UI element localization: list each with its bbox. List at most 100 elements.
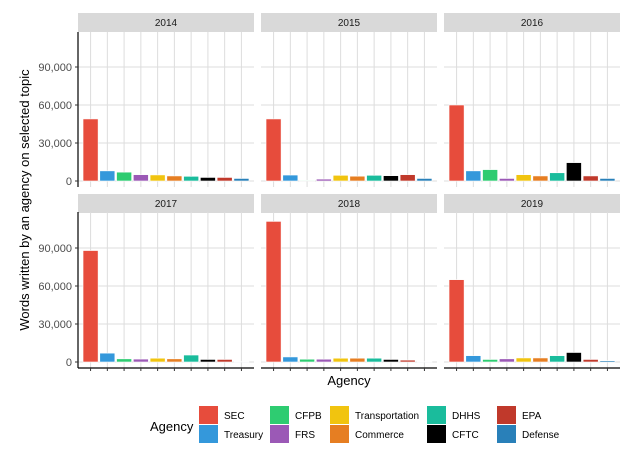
- facet-strip: [78, 194, 254, 213]
- facet-strip-label: 2014: [155, 18, 178, 29]
- y-tick-label: 0: [66, 357, 72, 369]
- bar-cfpb-2016: [482, 169, 498, 182]
- bar-epa-2017: [216, 359, 233, 363]
- facet-strip-label: 2019: [521, 199, 544, 210]
- bar-dhhs-2017: [183, 354, 199, 363]
- bar-epa-2019: [582, 359, 599, 363]
- bar-commerce-2017: [166, 358, 183, 363]
- y-tick-label: 0: [66, 176, 72, 188]
- bar-transportation-2017: [149, 357, 166, 363]
- bar-sec-2014: [82, 118, 99, 182]
- facet-strip-label: 2017: [155, 199, 178, 210]
- facet-strip: [78, 13, 254, 32]
- legend-key-sec: [199, 406, 218, 424]
- legend-key-defense: [497, 425, 516, 443]
- bar-dhhs-2015: [366, 175, 382, 182]
- bar-cftc-2018: [383, 359, 399, 363]
- bar-sec-2015: [265, 118, 282, 182]
- legend-key-treasury: [199, 425, 218, 443]
- bar-commerce-2015: [349, 175, 366, 182]
- bar-sec-2017: [82, 250, 99, 363]
- bar-cfpb-2018: [299, 358, 315, 363]
- bar-defense-2019: [599, 360, 616, 363]
- bar-defense-2018: [416, 361, 433, 363]
- legend-key-commerce: [330, 425, 349, 443]
- legend-key-frs: [270, 425, 289, 443]
- bar-transportation-2018: [332, 357, 349, 363]
- panel-2014: 2014: [77, 13, 254, 187]
- legend-label-treasury: Treasury: [224, 430, 263, 441]
- bar-frs-2014: [133, 174, 149, 182]
- legend-label-cfpb: CFPB: [295, 411, 322, 422]
- bar-treasury-2016: [465, 170, 482, 182]
- bar-epa-2016: [582, 175, 599, 182]
- legend-label-sec: SEC: [224, 411, 245, 422]
- panel-2019: 2019: [444, 194, 620, 371]
- legend-label-epa: EPA: [522, 411, 542, 422]
- bar-cftc-2014: [200, 177, 216, 182]
- bar-cftc-2015: [383, 175, 399, 182]
- y-tick-label: 60,000: [38, 100, 72, 112]
- bar-epa-2018: [399, 359, 416, 363]
- bar-transportation-2016: [515, 174, 532, 182]
- legend-key-cfpb: [270, 406, 289, 424]
- bar-treasury-2018: [282, 356, 299, 363]
- bar-epa-2014: [216, 177, 233, 182]
- legend-label-frs: FRS: [295, 430, 315, 441]
- facet-strip-label: 2018: [338, 199, 361, 210]
- bar-sec-2019: [448, 279, 465, 363]
- y-tick-label: 30,000: [38, 319, 72, 331]
- bar-frs-2015: [316, 178, 332, 182]
- legend-key-cftc: [427, 425, 446, 443]
- panel-2016: 2016: [444, 13, 620, 187]
- bar-frs-2018: [316, 358, 332, 363]
- legend-key-transportation: [330, 406, 349, 424]
- bar-commerce-2019: [532, 357, 549, 363]
- y-tick-label: 30,000: [38, 138, 72, 150]
- bar-frs-2016: [499, 178, 515, 182]
- legend-key-epa: [497, 406, 516, 424]
- bar-cfpb-2017: [116, 358, 132, 363]
- panel-2018: 2018: [261, 194, 437, 371]
- bar-sec-2016: [448, 104, 465, 182]
- bar-treasury-2015: [282, 174, 299, 182]
- bar-treasury-2014: [99, 170, 116, 182]
- bar-defense-2016: [599, 178, 616, 182]
- bar-dhhs-2018: [366, 357, 382, 363]
- bar-dhhs-2016: [549, 172, 565, 182]
- bar-treasury-2017: [99, 352, 116, 363]
- y-axis-title: Words written by an agency on selected t…: [17, 69, 32, 331]
- y-tick-label: 90,000: [38, 243, 72, 255]
- bar-sec-2018: [265, 221, 282, 363]
- legend-label-defense: Defense: [522, 430, 560, 441]
- legend: Agency SEC Treasury CFPB FRS Transportation Co…: [150, 406, 560, 443]
- bar-cfpb-2015: [299, 180, 315, 182]
- legend-label-transportation: Transportation: [355, 411, 419, 422]
- panel-2015: 2015: [261, 13, 437, 187]
- legend-key-dhhs: [427, 406, 446, 424]
- panel-2017: 2017: [77, 194, 254, 371]
- bar-commerce-2018: [349, 357, 366, 363]
- facet-strip: [261, 13, 437, 32]
- bar-transportation-2019: [515, 357, 532, 363]
- bar-dhhs-2019: [549, 355, 565, 363]
- facet-strip: [444, 194, 620, 213]
- legend-label-cftc: CFTC: [452, 430, 479, 441]
- facet-strip: [261, 194, 437, 213]
- facet-strip-label: 2016: [521, 18, 544, 29]
- bar-treasury-2019: [465, 355, 482, 363]
- bar-commerce-2014: [166, 175, 183, 182]
- bar-cftc-2019: [566, 352, 582, 363]
- legend-label-commerce: Commerce: [355, 430, 404, 441]
- legend-title: Agency: [150, 419, 194, 434]
- bar-defense-2017: [233, 361, 250, 363]
- bar-frs-2017: [133, 358, 149, 363]
- bar-cftc-2017: [200, 359, 216, 363]
- bar-cftc-2016: [566, 162, 582, 182]
- y-tick-label: 90,000: [38, 62, 72, 74]
- facet-strip-label: 2015: [338, 18, 361, 29]
- y-tick-label: 60,000: [38, 281, 72, 293]
- legend-label-dhhs: DHHS: [452, 411, 481, 422]
- bar-defense-2014: [233, 178, 250, 182]
